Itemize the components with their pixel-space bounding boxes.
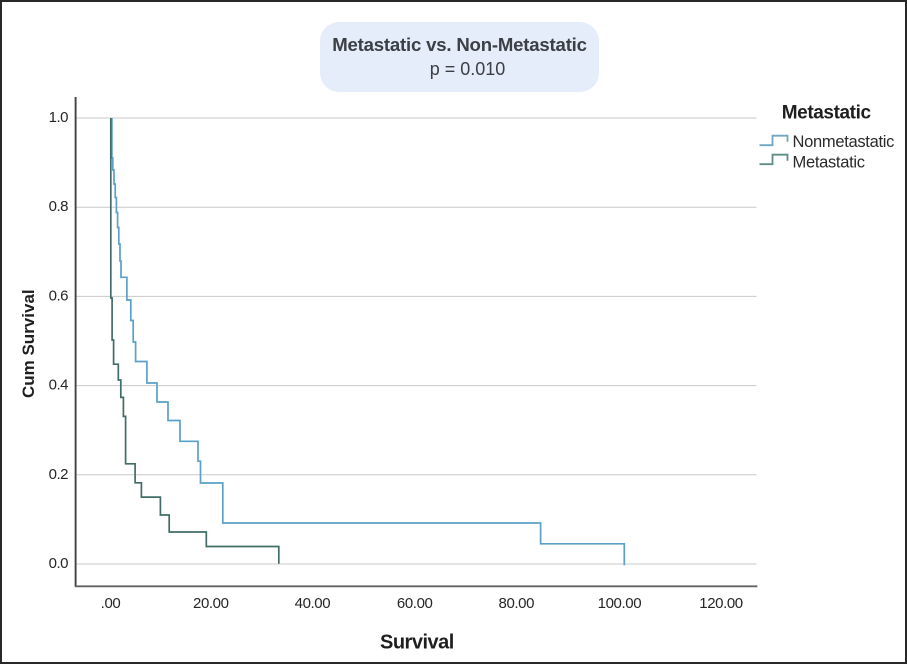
svg-text:1.0: 1.0: [49, 109, 69, 126]
svg-text:60.00: 60.00: [397, 595, 433, 612]
svg-text:Survival: Survival: [380, 631, 454, 653]
svg-text:80.00: 80.00: [499, 595, 535, 612]
svg-text:40.00: 40.00: [295, 595, 331, 612]
svg-text:120.00: 120.00: [699, 595, 743, 612]
svg-text:Metastatic: Metastatic: [793, 154, 865, 172]
svg-text:Nonmetastatic: Nonmetastatic: [793, 133, 895, 151]
svg-text:Cum Survival: Cum Survival: [19, 289, 38, 398]
svg-text:0.2: 0.2: [49, 466, 69, 483]
svg-text:0.0: 0.0: [49, 555, 69, 572]
svg-text:Metastatic: Metastatic: [782, 102, 872, 123]
svg-text:.00: .00: [101, 595, 121, 612]
svg-text:0.8: 0.8: [49, 198, 69, 215]
svg-text:0.4: 0.4: [49, 377, 69, 394]
svg-text:100.00: 100.00: [598, 595, 642, 612]
svg-text:20.00: 20.00: [193, 595, 229, 612]
svg-text:0.6: 0.6: [49, 287, 69, 304]
